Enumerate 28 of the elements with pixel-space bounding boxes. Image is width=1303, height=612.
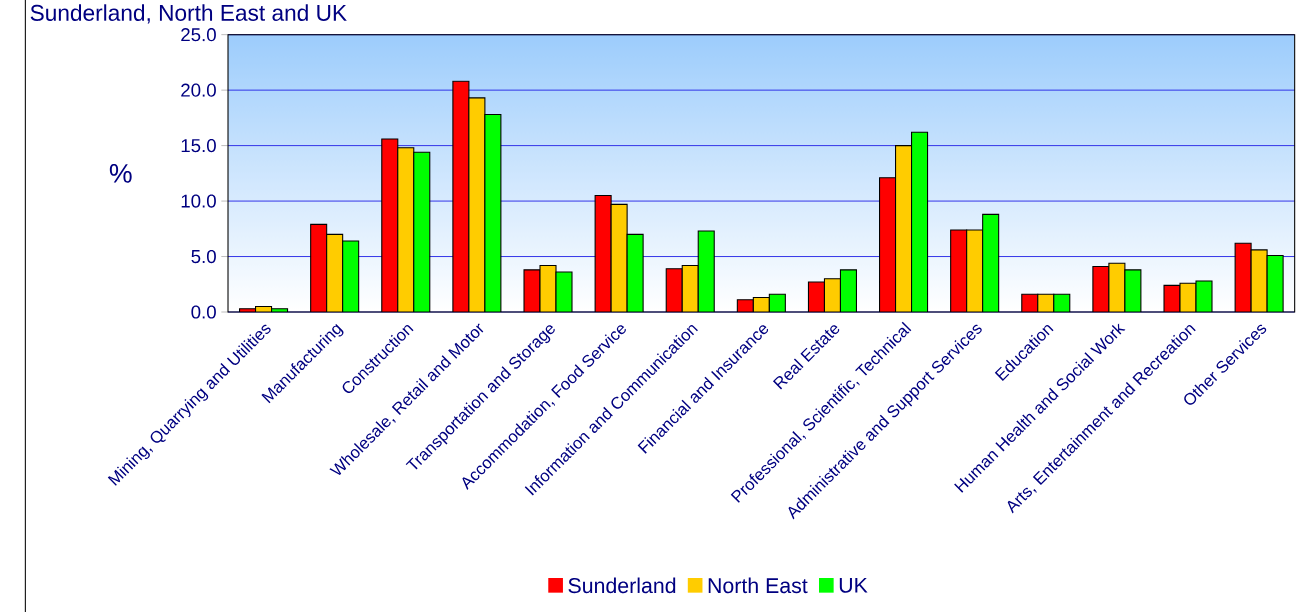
bar xyxy=(895,145,913,312)
y-tick-label: 20.0 xyxy=(181,83,216,97)
bar xyxy=(966,229,984,312)
y-tick-label: 25.0 xyxy=(181,28,216,42)
y-tick-label: 10.0 xyxy=(181,194,216,208)
bar xyxy=(413,152,430,312)
bar xyxy=(342,240,360,312)
y-tick-label: 15.0 xyxy=(181,138,216,153)
y-tick-label: 5.0 xyxy=(191,249,216,264)
bar xyxy=(697,230,715,312)
bar xyxy=(879,177,897,312)
chart-title: Sunderland, North East and UK xyxy=(30,4,347,24)
bar xyxy=(950,229,968,312)
bar xyxy=(397,147,414,312)
bar xyxy=(839,269,857,312)
bar xyxy=(310,223,328,312)
y-axis-title: % xyxy=(109,164,132,183)
legend-label: Sunderland xyxy=(568,577,676,594)
bar xyxy=(326,233,344,312)
y-tick-label: 0.0 xyxy=(191,305,216,319)
legend-label: North East xyxy=(708,577,808,594)
bar xyxy=(681,264,699,312)
bar xyxy=(381,138,398,312)
bar xyxy=(823,278,841,312)
bar xyxy=(911,131,929,312)
bar xyxy=(982,213,1000,312)
bar xyxy=(665,268,683,312)
legend-label: UK xyxy=(839,577,868,593)
